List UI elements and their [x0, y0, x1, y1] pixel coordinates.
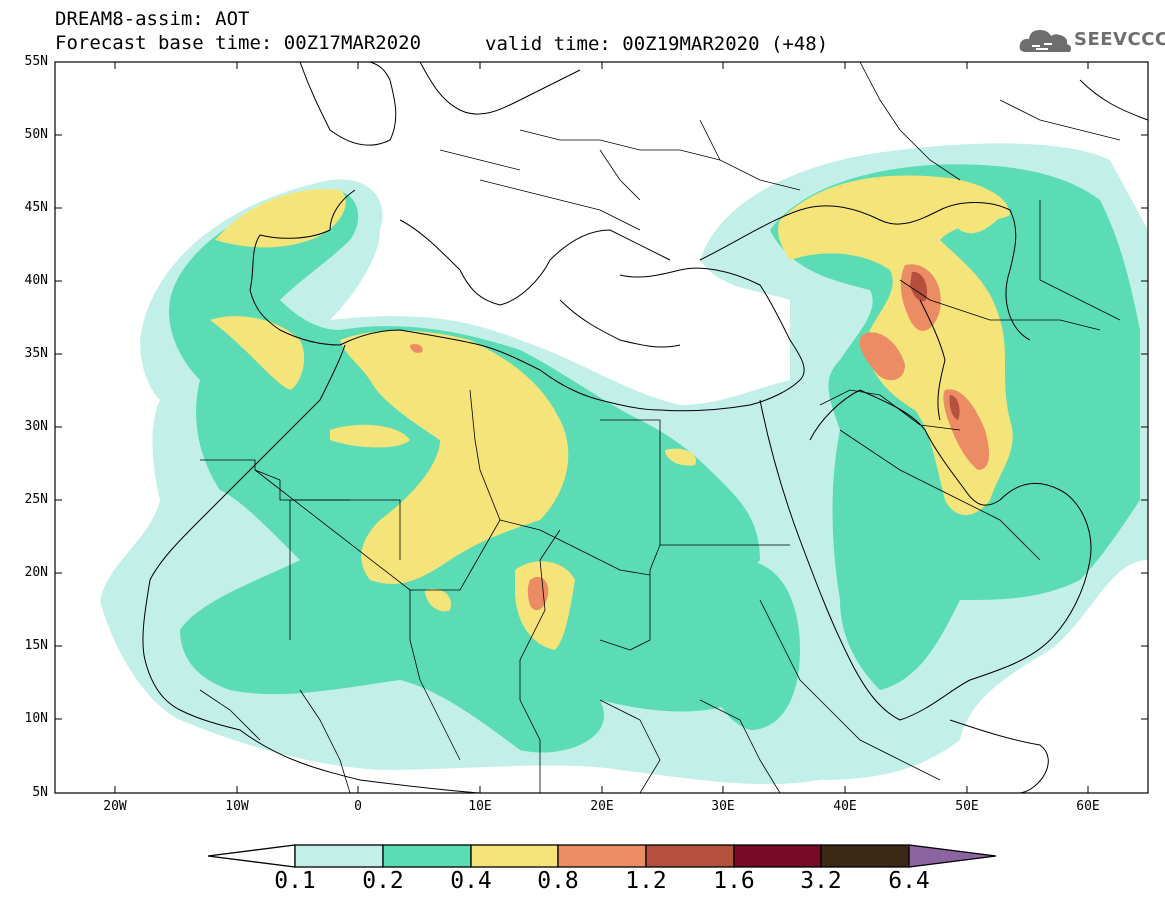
- lat-label: 5N: [32, 785, 48, 800]
- colorbar-label: 6.4: [888, 868, 930, 894]
- map-title: DREAM8-assim: AOT: [55, 8, 250, 30]
- colorbar-left-arrow: [207, 844, 296, 868]
- aot-contour-0.8: [859, 332, 905, 381]
- axis-ticks: [55, 61, 1148, 793]
- aot-contour-0.4: [425, 588, 451, 612]
- lat-label: 20N: [24, 565, 48, 580]
- valid-time: valid time: 00Z19MAR2020 (+48): [485, 33, 829, 55]
- lon-label: 20W: [103, 799, 127, 814]
- colorbar-bin-0.2: [382, 844, 472, 868]
- colorbar-label: 1.2: [625, 868, 667, 894]
- aot-contour-0.4: [330, 424, 410, 448]
- colorbar-bin-1.2: [645, 844, 735, 868]
- lat-label: 45N: [24, 200, 48, 215]
- colorbar-bin-0.8: [557, 844, 647, 868]
- aot-contour-1.2: [910, 271, 928, 302]
- colorbar-label: 1.6: [713, 868, 755, 894]
- coastlines: [142, 62, 1148, 793]
- colorbar-label: 0.4: [450, 868, 492, 894]
- aot-contour-0.4: [340, 330, 569, 584]
- colorbar-label: 0.2: [362, 868, 404, 894]
- lon-label: 30E: [711, 799, 735, 814]
- colorbar-bin-1.6: [733, 844, 822, 868]
- colorbar-bin-0.1: [294, 844, 384, 868]
- lat-label: 40N: [24, 273, 48, 288]
- lat-label: 35N: [24, 346, 48, 361]
- aot-contour-0.4: [210, 316, 305, 390]
- lat-label: 25N: [24, 492, 48, 507]
- lon-label: 10E: [468, 799, 492, 814]
- lat-label: 50N: [24, 127, 48, 142]
- cloud-icon: [1019, 30, 1071, 52]
- seevccc-logo: SEEVCCC: [1018, 24, 1165, 58]
- forecast-base-time: Forecast base time: 00Z17MAR2020: [55, 32, 422, 54]
- aot-contour-0.2: [707, 560, 800, 730]
- aot-contour-0.4: [665, 448, 696, 466]
- lat-label: 15N: [24, 638, 48, 653]
- aot-contour-0.8: [527, 576, 549, 611]
- lon-label: 60E: [1076, 799, 1100, 814]
- lat-label: 30N: [24, 419, 48, 434]
- lon-label: 40E: [833, 799, 857, 814]
- colorbar-label: 0.8: [537, 868, 579, 894]
- lat-label: 55N: [24, 54, 48, 69]
- colorbar: [207, 844, 997, 868]
- lon-label: 0: [354, 799, 362, 814]
- logo-text: SEEVCCC: [1074, 29, 1165, 50]
- lon-label: 50E: [955, 799, 979, 814]
- lon-label: 10W: [225, 799, 249, 814]
- colorbar-right-arrow: [908, 844, 997, 868]
- colorbar-label: 0.1: [274, 868, 316, 894]
- aot-field: [100, 143, 1148, 785]
- lon-label: 20E: [590, 799, 614, 814]
- colorbar-bin-0.4: [470, 844, 559, 868]
- colorbar-bin-3.2: [820, 844, 910, 868]
- lat-label: 10N: [24, 711, 48, 726]
- aot-contour-1.2: [949, 395, 960, 420]
- borders: [199, 62, 1121, 793]
- aot-contour-0.8: [410, 344, 423, 353]
- aot-contour-0.4: [215, 189, 346, 248]
- colorbar-label: 3.2: [800, 868, 842, 894]
